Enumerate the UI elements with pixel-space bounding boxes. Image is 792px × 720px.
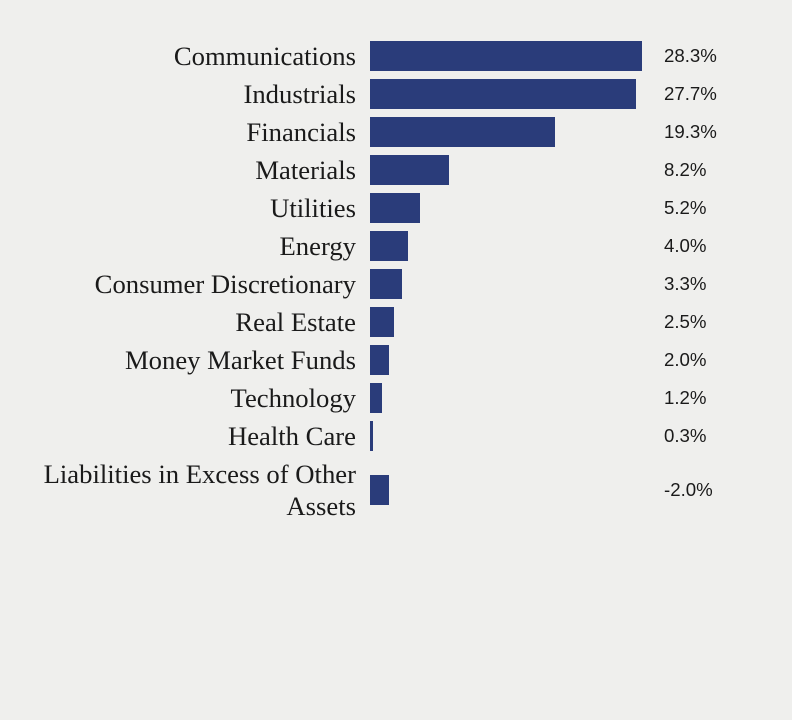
- bar: [370, 193, 420, 223]
- value-label: 27.7%: [650, 83, 730, 105]
- value-label: 3.3%: [650, 273, 730, 295]
- category-label: Energy: [30, 230, 370, 262]
- category-label: Communications: [30, 40, 370, 72]
- chart-row: Technology 1.2%: [30, 382, 762, 414]
- value-label: 2.0%: [650, 349, 730, 371]
- bar-area: [370, 475, 650, 505]
- value-label: 28.3%: [650, 45, 730, 67]
- category-label: Industrials: [30, 78, 370, 110]
- value-label: 0.3%: [650, 425, 730, 447]
- bar: [370, 117, 555, 147]
- bar-area: [370, 269, 650, 299]
- chart-row: Health Care 0.3%: [30, 420, 762, 452]
- category-label: Real Estate: [30, 306, 370, 338]
- bar: [370, 269, 402, 299]
- bar-area: [370, 307, 650, 337]
- category-label: Health Care: [30, 420, 370, 452]
- value-label: 2.5%: [650, 311, 730, 333]
- value-label: 1.2%: [650, 387, 730, 409]
- chart-row: Utilities 5.2%: [30, 192, 762, 224]
- chart-row: Money Market Funds 2.0%: [30, 344, 762, 376]
- bar: [370, 421, 373, 451]
- value-label: 19.3%: [650, 121, 730, 143]
- value-label: 8.2%: [650, 159, 730, 181]
- chart-row: Financials 19.3%: [30, 116, 762, 148]
- bar-area: [370, 155, 650, 185]
- chart-row: Liabilities in Excess of Other Assets -2.…: [30, 458, 762, 522]
- category-label: Technology: [30, 382, 370, 414]
- bar-area: [370, 193, 650, 223]
- bar: [370, 383, 382, 413]
- bar-area: [370, 41, 650, 71]
- category-label: Consumer Discretionary: [30, 268, 370, 300]
- bar-area: [370, 345, 650, 375]
- bar-area: [370, 231, 650, 261]
- category-label: Money Market Funds: [30, 344, 370, 376]
- category-label: Materials: [30, 154, 370, 186]
- value-label: -2.0%: [650, 479, 730, 501]
- bar: [370, 345, 389, 375]
- chart-row: Industrials 27.7%: [30, 78, 762, 110]
- chart-row: Real Estate 2.5%: [30, 306, 762, 338]
- chart-row: Consumer Discretionary 3.3%: [30, 268, 762, 300]
- bar-area: [370, 117, 650, 147]
- bar-area: [370, 79, 650, 109]
- bar: [370, 307, 394, 337]
- sector-allocation-chart: Communications 28.3% Industrials 27.7% Finan…: [0, 0, 792, 568]
- chart-row: Communications 28.3%: [30, 40, 762, 72]
- bar: [370, 41, 642, 71]
- category-label: Financials: [30, 116, 370, 148]
- chart-row: Materials 8.2%: [30, 154, 762, 186]
- bar: [370, 155, 449, 185]
- bar: [370, 231, 408, 261]
- category-label: Liabilities in Excess of Other Assets: [30, 458, 370, 522]
- chart-row: Energy 4.0%: [30, 230, 762, 262]
- bar-area: [370, 383, 650, 413]
- value-label: 5.2%: [650, 197, 730, 219]
- bar-area: [370, 421, 650, 451]
- category-label: Utilities: [30, 192, 370, 224]
- bar: [370, 79, 636, 109]
- bar: [370, 475, 389, 505]
- value-label: 4.0%: [650, 235, 730, 257]
